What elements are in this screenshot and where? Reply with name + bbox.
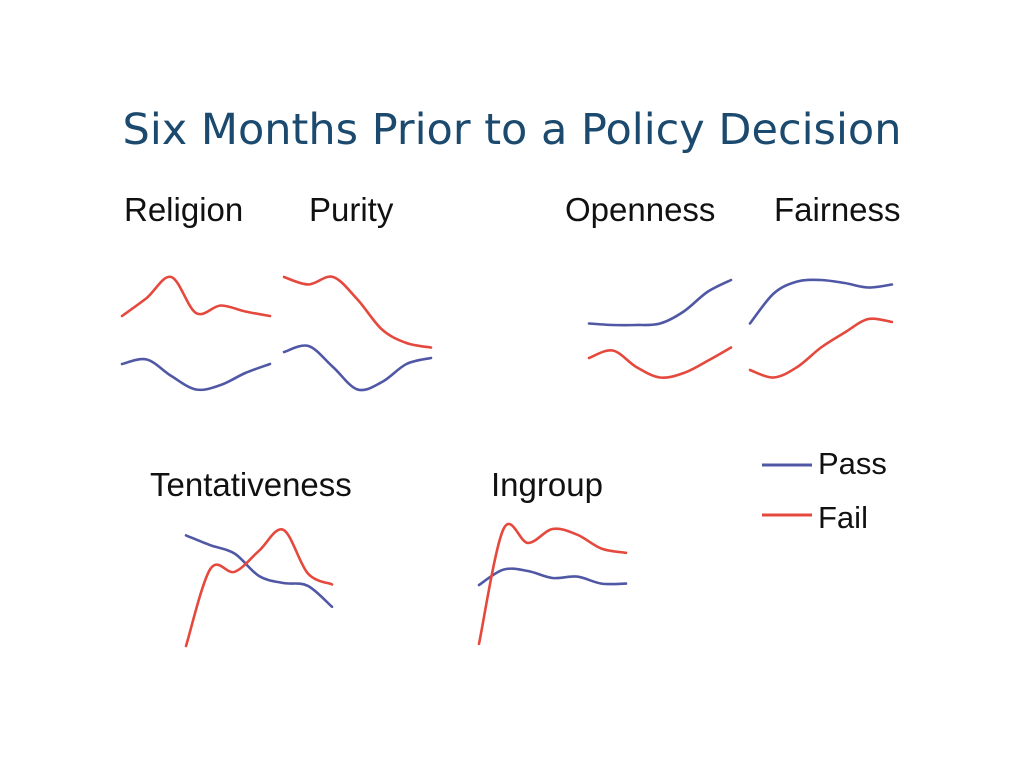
religion-pass-line: [120, 357, 272, 392]
purity-fail-line: [282, 275, 433, 349]
fairness-fail-line: [748, 317, 894, 379]
panel-label-purity: Purity: [309, 191, 394, 228]
ingroup-fail-line: [477, 522, 628, 646]
openness-fail-line: [587, 346, 733, 380]
tentativeness-pass-line: [184, 534, 334, 609]
panel-label-ingroup: Ingroup: [491, 466, 603, 503]
openness-pass-line: [587, 278, 733, 327]
slide-title: Six Months Prior to a Policy Decision: [122, 105, 902, 155]
ingroup-pass-line: [477, 567, 628, 587]
panel-label-fairness: Fairness: [774, 191, 901, 228]
panel-label-openness: Openness: [565, 191, 716, 228]
legend-pass-label: Pass: [818, 446, 887, 481]
purity-pass-line: [282, 344, 433, 392]
panel-label-tentativeness: Tentativeness: [150, 466, 352, 503]
tentativeness-fail-line: [184, 528, 334, 648]
legend-fail-label: Fail: [818, 500, 868, 535]
religion-fail-line: [120, 275, 272, 318]
fairness-pass-line: [748, 278, 894, 325]
panel-label-religion: Religion: [124, 191, 244, 228]
